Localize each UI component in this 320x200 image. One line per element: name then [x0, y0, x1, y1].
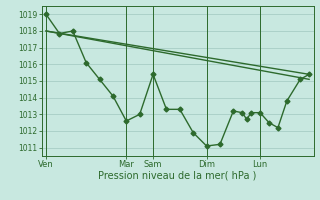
X-axis label: Pression niveau de la mer( hPa ): Pression niveau de la mer( hPa ) — [99, 171, 257, 181]
